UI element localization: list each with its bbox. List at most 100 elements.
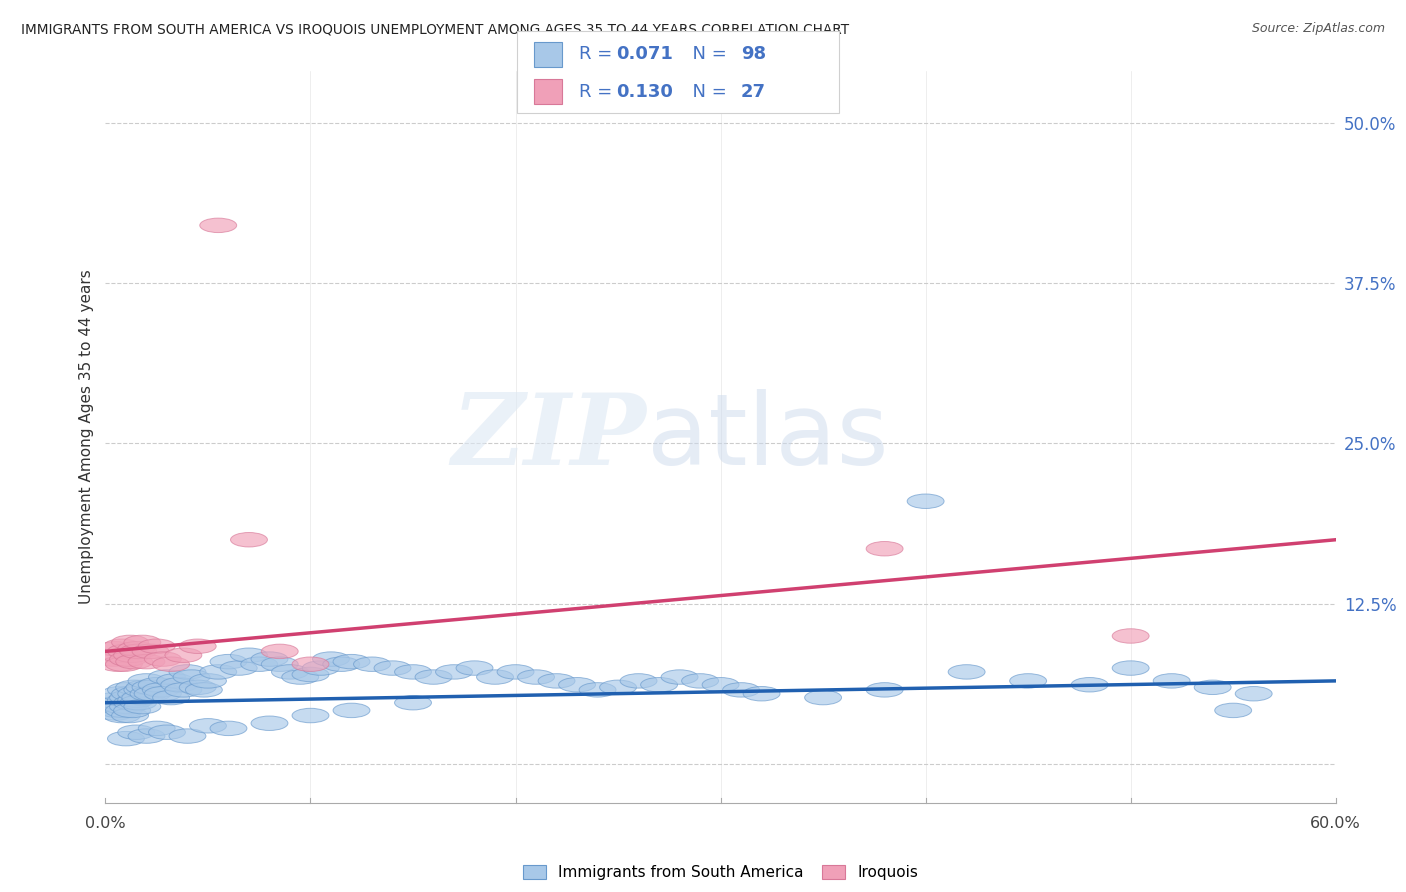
Ellipse shape — [107, 693, 145, 707]
Ellipse shape — [93, 693, 131, 707]
Text: 60.0%: 60.0% — [1310, 816, 1361, 831]
Ellipse shape — [114, 703, 150, 718]
Ellipse shape — [1112, 661, 1149, 675]
Ellipse shape — [209, 721, 247, 736]
Ellipse shape — [111, 687, 149, 701]
Ellipse shape — [292, 708, 329, 723]
Ellipse shape — [240, 657, 278, 672]
Ellipse shape — [477, 670, 513, 684]
Ellipse shape — [138, 639, 176, 654]
Ellipse shape — [456, 661, 494, 675]
Ellipse shape — [138, 678, 176, 692]
Ellipse shape — [107, 644, 145, 658]
Ellipse shape — [281, 670, 319, 684]
Ellipse shape — [948, 665, 986, 679]
Ellipse shape — [353, 657, 391, 672]
Ellipse shape — [173, 670, 209, 684]
Ellipse shape — [200, 665, 236, 679]
Ellipse shape — [209, 655, 247, 669]
Ellipse shape — [498, 665, 534, 679]
Ellipse shape — [190, 719, 226, 733]
Ellipse shape — [118, 687, 155, 701]
Ellipse shape — [1112, 629, 1149, 643]
Ellipse shape — [97, 641, 134, 656]
Ellipse shape — [153, 690, 190, 705]
Text: R =: R = — [579, 45, 619, 63]
Ellipse shape — [866, 541, 903, 556]
Ellipse shape — [333, 703, 370, 718]
Ellipse shape — [118, 693, 155, 707]
Ellipse shape — [599, 680, 637, 695]
Ellipse shape — [221, 661, 257, 675]
Ellipse shape — [395, 696, 432, 710]
Ellipse shape — [641, 678, 678, 692]
Ellipse shape — [1153, 673, 1189, 688]
Text: Source: ZipAtlas.com: Source: ZipAtlas.com — [1251, 22, 1385, 36]
Ellipse shape — [231, 648, 267, 663]
Ellipse shape — [292, 657, 329, 672]
Ellipse shape — [1236, 687, 1272, 701]
Ellipse shape — [101, 687, 138, 701]
Ellipse shape — [231, 533, 267, 547]
Ellipse shape — [110, 690, 146, 705]
Ellipse shape — [100, 657, 136, 672]
Ellipse shape — [804, 690, 842, 705]
Ellipse shape — [682, 673, 718, 688]
Text: 0.0%: 0.0% — [86, 816, 125, 831]
Ellipse shape — [271, 665, 308, 679]
Ellipse shape — [128, 673, 165, 688]
Ellipse shape — [111, 708, 149, 723]
Ellipse shape — [1010, 673, 1046, 688]
Ellipse shape — [96, 699, 132, 714]
Text: N =: N = — [681, 83, 733, 101]
Ellipse shape — [180, 639, 217, 654]
Ellipse shape — [120, 644, 156, 658]
Ellipse shape — [124, 635, 160, 649]
Ellipse shape — [122, 690, 159, 705]
Ellipse shape — [101, 696, 138, 710]
Text: 27: 27 — [741, 83, 766, 101]
Ellipse shape — [104, 708, 141, 723]
Ellipse shape — [262, 644, 298, 658]
Ellipse shape — [105, 703, 142, 718]
Ellipse shape — [149, 725, 186, 739]
Ellipse shape — [292, 667, 329, 681]
Ellipse shape — [517, 670, 554, 684]
Ellipse shape — [131, 687, 167, 701]
Ellipse shape — [104, 639, 141, 654]
Ellipse shape — [96, 652, 132, 666]
Ellipse shape — [138, 721, 176, 736]
Ellipse shape — [374, 661, 411, 675]
Ellipse shape — [866, 682, 903, 698]
Ellipse shape — [186, 682, 222, 698]
Ellipse shape — [160, 678, 198, 692]
Text: atlas: atlas — [647, 389, 889, 485]
Ellipse shape — [114, 648, 150, 663]
Ellipse shape — [127, 680, 163, 695]
Ellipse shape — [302, 661, 339, 675]
Ellipse shape — [190, 673, 226, 688]
Ellipse shape — [165, 648, 202, 663]
Ellipse shape — [118, 641, 155, 656]
Text: 0.071: 0.071 — [616, 45, 672, 63]
Ellipse shape — [110, 699, 146, 714]
Ellipse shape — [200, 219, 236, 233]
Ellipse shape — [312, 652, 350, 666]
Ellipse shape — [132, 644, 169, 658]
Text: N =: N = — [681, 45, 733, 63]
Ellipse shape — [1215, 703, 1251, 718]
Ellipse shape — [107, 731, 145, 746]
Ellipse shape — [252, 652, 288, 666]
Ellipse shape — [538, 673, 575, 688]
Ellipse shape — [142, 682, 180, 698]
Ellipse shape — [101, 648, 138, 663]
Ellipse shape — [1194, 680, 1232, 695]
Ellipse shape — [104, 699, 141, 714]
Ellipse shape — [661, 670, 697, 684]
Text: ZIP: ZIP — [451, 389, 647, 485]
Ellipse shape — [169, 729, 205, 743]
Ellipse shape — [124, 682, 160, 698]
Ellipse shape — [323, 657, 360, 672]
Ellipse shape — [124, 699, 160, 714]
Ellipse shape — [262, 657, 298, 672]
